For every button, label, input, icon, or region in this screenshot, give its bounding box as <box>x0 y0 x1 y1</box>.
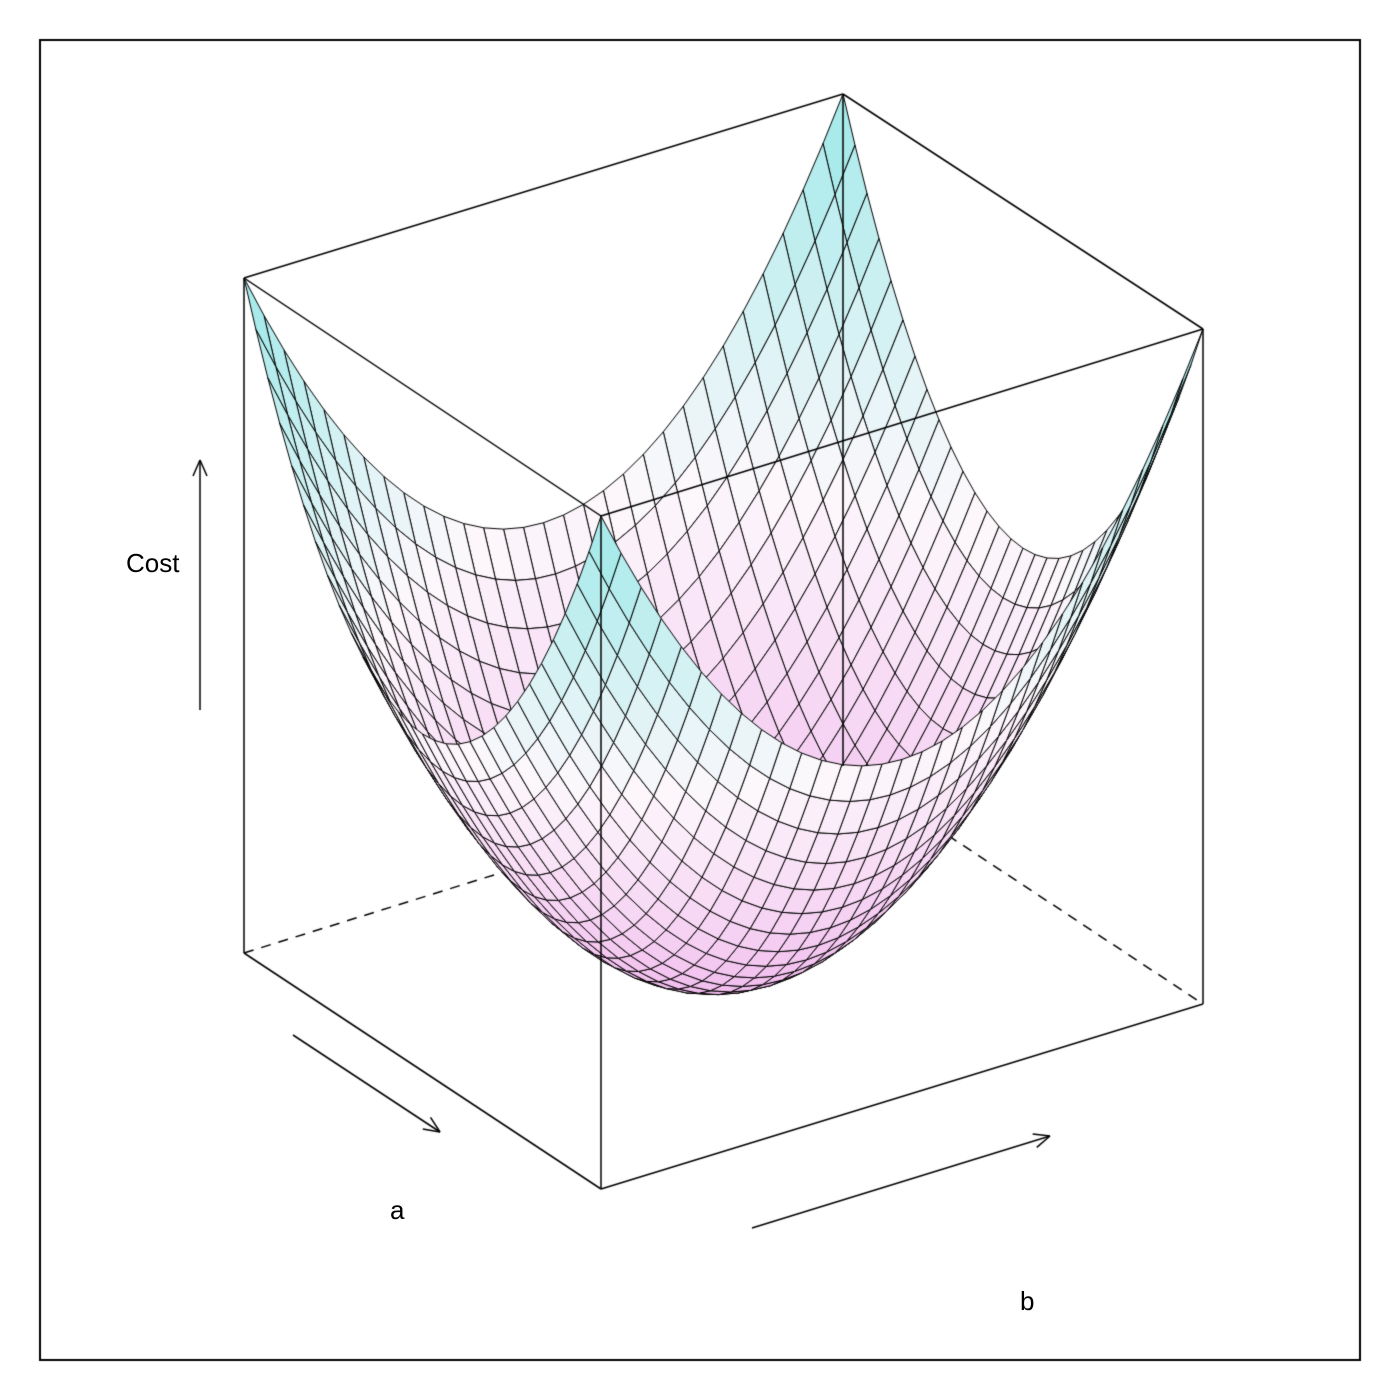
axis-label-y: b <box>1020 1286 1034 1317</box>
surface-plot-canvas <box>0 0 1400 1400</box>
axis-label-z: Cost <box>126 548 179 579</box>
chart-container: Cost a b <box>0 0 1400 1400</box>
axis-label-x: a <box>390 1195 404 1226</box>
